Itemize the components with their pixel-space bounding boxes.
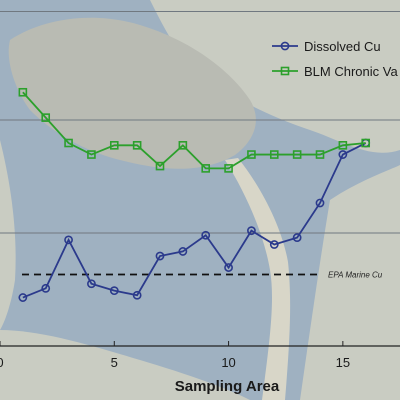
land-top-right bbox=[150, 0, 400, 153]
point-s0-7 bbox=[178, 247, 188, 256]
peninsula-land bbox=[8, 17, 256, 169]
series-line-0 bbox=[22, 142, 367, 299]
series-line-1 bbox=[22, 91, 366, 170]
point-s0-3 bbox=[87, 279, 96, 289]
point-s1-1 bbox=[41, 113, 51, 122]
epa-reference-label: EPA Marine Cu bbox=[328, 270, 383, 279]
point-s0-1 bbox=[41, 283, 51, 293]
point-s0-6 bbox=[155, 251, 165, 261]
land-right bbox=[300, 165, 400, 400]
point-s0-12 bbox=[292, 233, 302, 242]
point-s1-2 bbox=[64, 138, 73, 148]
beach-strand bbox=[225, 158, 291, 400]
point-s1-14 bbox=[338, 141, 348, 150]
point-s0-2 bbox=[64, 235, 73, 245]
point-s1-15 bbox=[361, 138, 371, 148]
point-s1-10 bbox=[247, 150, 256, 159]
legend-label-blm-chronic: BLM Chronic Va bbox=[304, 64, 398, 79]
x-tick-label-0: 0 bbox=[0, 355, 4, 370]
point-s1-4 bbox=[109, 141, 119, 150]
legend-marker-blm-chronic bbox=[280, 66, 290, 76]
point-s1-9 bbox=[224, 164, 233, 173]
legend-marker-dissolved-cu bbox=[280, 41, 290, 51]
point-s0-10 bbox=[247, 226, 256, 236]
point-s0-8 bbox=[201, 230, 211, 240]
legend: Dissolved Cu BLM Chronic Va bbox=[272, 39, 398, 79]
point-s1-0 bbox=[18, 87, 28, 97]
land-bottom-left bbox=[0, 330, 250, 400]
point-s1-6 bbox=[155, 161, 165, 171]
point-s0-9 bbox=[224, 263, 233, 272]
x-tick-label-1: 5 bbox=[111, 355, 118, 370]
point-s0-4 bbox=[109, 286, 119, 296]
point-s1-5 bbox=[132, 141, 142, 150]
point-s0-11 bbox=[269, 240, 279, 249]
gridlines bbox=[0, 11, 400, 234]
x-axis-title: Sampling Area bbox=[175, 378, 280, 395]
land-left bbox=[0, 140, 16, 330]
x-axis: 0 5 10 15 bbox=[0, 341, 400, 370]
series-layer bbox=[18, 87, 371, 302]
point-s1-8 bbox=[201, 164, 211, 173]
point-s1-13 bbox=[315, 150, 325, 159]
point-s0-14 bbox=[338, 150, 348, 159]
epa-reference-group: EPA Marine Cu bbox=[22, 270, 383, 279]
legend-label-dissolved-cu: Dissolved Cu bbox=[304, 39, 381, 54]
x-tick-label-3: 15 bbox=[336, 355, 350, 370]
x-tick-label-2: 10 bbox=[221, 355, 235, 370]
point-s1-7 bbox=[178, 141, 188, 150]
point-s1-3 bbox=[87, 150, 96, 159]
point-s1-12 bbox=[292, 150, 302, 159]
point-s0-13 bbox=[315, 198, 325, 208]
point-s1-11 bbox=[269, 150, 279, 159]
point-s0-0 bbox=[18, 293, 28, 302]
point-s0-5 bbox=[132, 290, 142, 300]
